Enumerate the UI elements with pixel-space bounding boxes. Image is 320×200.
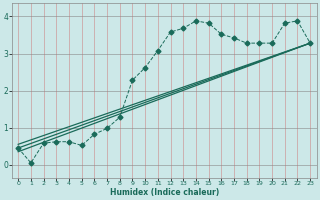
X-axis label: Humidex (Indice chaleur): Humidex (Indice chaleur) [109,188,219,197]
